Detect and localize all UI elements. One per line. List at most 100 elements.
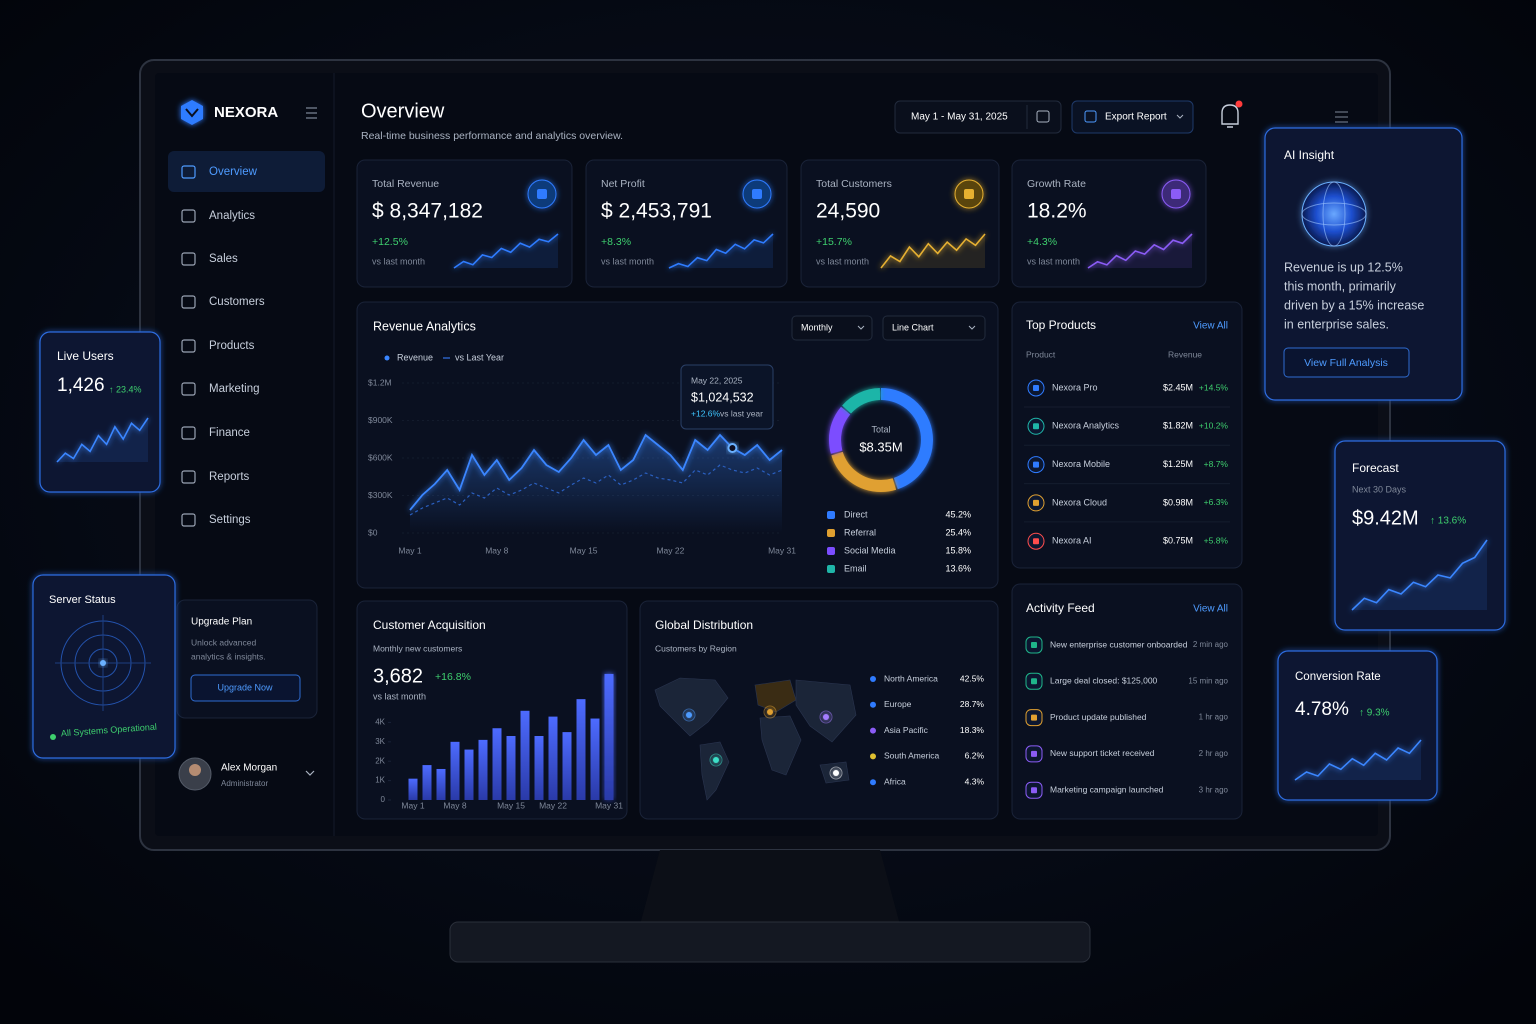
user-menu-chevron[interactable] bbox=[305, 770, 315, 776]
legend-label: vs Last Year bbox=[455, 352, 504, 362]
activity-time: 1 hr ago bbox=[1199, 713, 1229, 722]
x-tick-label: May 31 bbox=[595, 800, 623, 810]
nav-icon bbox=[181, 513, 196, 527]
upgrade-button-label[interactable]: Upgrade Now bbox=[217, 682, 273, 692]
y-tick-label: 1K bbox=[375, 776, 385, 785]
nav-item[interactable]: Settings bbox=[209, 514, 251, 526]
period-chevron bbox=[857, 325, 865, 330]
insight-button[interactable] bbox=[1283, 347, 1410, 378]
product-icon-glyph bbox=[1033, 423, 1039, 430]
kpi-value: 18.2% bbox=[1027, 200, 1087, 223]
date-range[interactable]: May 1 - May 31, 2025 bbox=[911, 112, 1008, 123]
product-change: +8.7% bbox=[1204, 459, 1229, 469]
region-share: 6.2% bbox=[965, 751, 985, 761]
card-title: AI Insight bbox=[1284, 148, 1335, 162]
view-all-link[interactable]: View All bbox=[1193, 321, 1228, 332]
kpi-label: Growth Rate bbox=[1027, 178, 1086, 190]
legend-swatch bbox=[827, 565, 835, 573]
product-name: Nexora AI bbox=[1052, 536, 1092, 546]
nav-item[interactable]: Overview bbox=[209, 166, 258, 178]
page-subtitle: Real-time business performance and analy… bbox=[361, 130, 623, 142]
user-role: Administrator bbox=[221, 779, 268, 788]
x-tick-label: May 8 bbox=[443, 800, 466, 810]
bar bbox=[478, 739, 488, 800]
nav-icon bbox=[181, 339, 196, 353]
kpi-sparkline bbox=[453, 233, 559, 269]
product-revenue: $2.45M bbox=[1163, 382, 1193, 392]
kpi-sparkline-area bbox=[1088, 234, 1192, 268]
card-title: Top Products bbox=[1026, 318, 1096, 332]
monitor-base bbox=[449, 921, 1091, 963]
export-chevron bbox=[1176, 114, 1184, 119]
nav-icon bbox=[181, 165, 196, 179]
product-name: Nexora Analytics bbox=[1052, 421, 1120, 431]
product-name: Nexora Mobile bbox=[1052, 459, 1110, 469]
y-tick-label: 2K bbox=[375, 756, 385, 765]
nav-item[interactable]: Reports bbox=[209, 471, 250, 483]
kpi-card bbox=[1011, 159, 1207, 288]
x-tick-label: May 1 bbox=[401, 800, 424, 810]
metric-value: 1,426 bbox=[57, 375, 105, 396]
nav-icon bbox=[181, 252, 196, 266]
chart-kind-label[interactable]: Line Chart bbox=[892, 322, 934, 332]
insight-button-label[interactable]: View Full Analysis bbox=[1304, 357, 1388, 369]
nav-item[interactable]: Products bbox=[209, 340, 255, 352]
product-revenue: $0.98M bbox=[1163, 497, 1193, 507]
y-tick-label: 0 bbox=[381, 795, 386, 804]
product-name: Nexora Pro bbox=[1052, 382, 1098, 392]
chart-kind-select[interactable] bbox=[882, 315, 986, 341]
card-title: Conversion Rate bbox=[1295, 671, 1381, 683]
kpi-change: +4.3% bbox=[1027, 236, 1057, 248]
insight-text: this month, primarily bbox=[1284, 279, 1397, 293]
export-button[interactable] bbox=[1071, 100, 1194, 134]
tooltip-change: +12.6% bbox=[691, 408, 721, 418]
chart-kind-chevron bbox=[968, 325, 976, 330]
donut-center-value: $8.35M bbox=[859, 439, 902, 454]
metric-change: ↑ 23.4% bbox=[109, 384, 142, 394]
date-picker[interactable] bbox=[894, 100, 1062, 134]
nav-item[interactable]: Marketing bbox=[209, 383, 260, 395]
revenue-area bbox=[410, 435, 782, 533]
donut-segment bbox=[829, 388, 933, 492]
conversion-sparkline bbox=[1294, 739, 1422, 781]
top-products-card bbox=[1011, 301, 1243, 569]
brand-logo-mark bbox=[185, 108, 199, 118]
upgrade-text: analytics & insights. bbox=[191, 651, 266, 661]
tooltip-note: vs last year bbox=[720, 408, 763, 418]
page-title: Overview bbox=[361, 100, 445, 122]
export-label[interactable]: Export Report bbox=[1105, 112, 1167, 123]
product-revenue: $1.25M bbox=[1163, 459, 1193, 469]
card-title: Customer Acquisition bbox=[373, 618, 486, 632]
nav-item[interactable]: Sales bbox=[209, 253, 238, 265]
region-name: South America bbox=[884, 751, 940, 761]
view-all-link[interactable]: View All bbox=[1193, 604, 1228, 615]
region-dot bbox=[870, 676, 876, 682]
nav-item[interactable]: Analytics bbox=[209, 210, 255, 222]
legend-swatch bbox=[827, 511, 835, 519]
kpi-icon-glyph bbox=[964, 189, 974, 199]
kpi-sparkline bbox=[1087, 233, 1193, 269]
kpi-label: Total Customers bbox=[816, 178, 892, 190]
nav-item[interactable]: Finance bbox=[209, 427, 250, 439]
map-hotspot-ring bbox=[763, 705, 777, 719]
upgrade-button[interactable] bbox=[190, 674, 301, 702]
kpi-icon-glyph bbox=[1171, 189, 1181, 199]
map-hotspot bbox=[686, 712, 692, 718]
nav-item[interactable]: Customers bbox=[209, 296, 265, 308]
card-title: Live Users bbox=[57, 349, 114, 363]
bar bbox=[492, 728, 502, 800]
nav-icon bbox=[181, 426, 196, 440]
insight-text: Revenue is up 12.5% bbox=[1284, 260, 1403, 274]
activity-time: 2 hr ago bbox=[1199, 749, 1229, 758]
notification-bell[interactable] bbox=[1221, 104, 1239, 128]
nav-icon bbox=[181, 295, 196, 309]
product-name: Nexora Cloud bbox=[1052, 497, 1107, 507]
y-tick-label: $300K bbox=[368, 490, 393, 500]
server-status-card bbox=[32, 574, 176, 759]
kpi-change: +15.7% bbox=[816, 236, 852, 248]
period-label[interactable]: Monthly bbox=[801, 322, 833, 332]
bar bbox=[604, 673, 614, 800]
legend-swatch bbox=[827, 547, 835, 555]
period-select[interactable] bbox=[791, 315, 873, 341]
legend-label: Email bbox=[844, 563, 867, 573]
